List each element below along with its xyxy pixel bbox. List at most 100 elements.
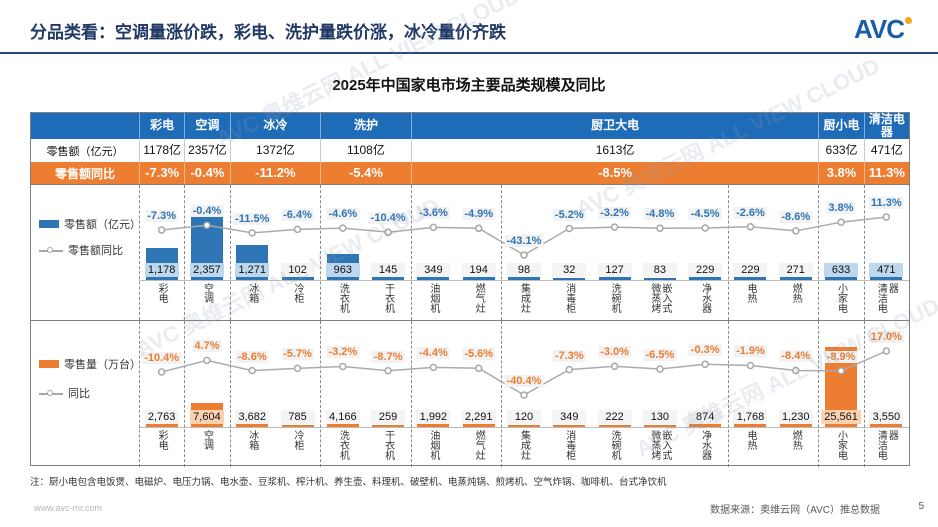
group-separator bbox=[139, 185, 140, 320]
table-cell-label: 冰冷 bbox=[229, 113, 321, 139]
pct-label: -8.4% bbox=[779, 350, 813, 362]
value-label: 32 bbox=[552, 263, 587, 277]
page-title: 分品类看：空调量涨价跌，彩电、洗护量跌价涨，冰冷量价齐跌 bbox=[30, 23, 506, 42]
group-separator bbox=[320, 321, 321, 467]
value-label: 102 bbox=[280, 263, 315, 277]
value-label: 349 bbox=[552, 410, 587, 424]
bar bbox=[508, 425, 540, 427]
pct-label: -4.4% bbox=[417, 347, 450, 359]
value-label: 259 bbox=[371, 410, 406, 424]
line-marker-icon bbox=[520, 251, 528, 259]
category-label: 彩电 bbox=[156, 283, 168, 303]
value-label: 874 bbox=[688, 410, 723, 424]
legend-line-label: 零售额同比 bbox=[68, 245, 123, 257]
pct-label: -3.6% bbox=[417, 207, 450, 219]
table-cell-yoy: -5.4% bbox=[320, 162, 411, 184]
category-label: 集成灶 bbox=[518, 430, 530, 460]
value-label: 2,763 bbox=[144, 410, 179, 424]
value-label: 83 bbox=[642, 263, 677, 277]
category-label: 冷柜 bbox=[292, 283, 304, 303]
pct-label: -4.8% bbox=[643, 208, 677, 220]
group-separator bbox=[864, 321, 865, 467]
value-label: 3,550 bbox=[869, 410, 904, 424]
category-label: 微蒸烤嵌入式 bbox=[648, 430, 671, 460]
category-label: 消毒柜 bbox=[563, 283, 575, 313]
category-label: 电热 bbox=[744, 430, 756, 450]
category-label: 清洁电器 bbox=[875, 430, 898, 460]
line-marker-icon bbox=[792, 366, 800, 375]
category-label: 干衣机 bbox=[382, 283, 394, 313]
category-label: 洗衣机 bbox=[337, 283, 349, 313]
table-header-row: 彩电 空调 冰冷 洗护 厨卫大电 厨小电 清洁电器 bbox=[31, 112, 909, 139]
header-divider bbox=[0, 52, 938, 54]
category-label: 消毒柜 bbox=[563, 430, 575, 460]
data-source: 数据来源：奥维云网（AVC）推总数据 bbox=[710, 505, 880, 516]
bar bbox=[734, 421, 767, 427]
line-marker-icon bbox=[882, 213, 891, 221]
value-label: 1,992 bbox=[416, 410, 451, 424]
line-marker-icon bbox=[520, 391, 528, 399]
pct-label: -8.6% bbox=[779, 211, 813, 223]
pct-label: -11.5% bbox=[233, 213, 272, 225]
bar bbox=[462, 275, 495, 280]
table-cell-yoy: -8.5% bbox=[410, 162, 819, 184]
line-marker-icon bbox=[701, 224, 709, 232]
group-separator bbox=[728, 185, 729, 320]
pct-label: -8.6% bbox=[235, 351, 269, 363]
category-label: 油烟机 bbox=[427, 283, 439, 313]
category-label: 集成灶 bbox=[518, 283, 530, 313]
pct-label: -6.5% bbox=[643, 349, 677, 361]
category-label: 小家电 bbox=[835, 283, 847, 313]
group-separator bbox=[864, 185, 865, 320]
table-cell-label: 厨小电 bbox=[818, 113, 863, 139]
line-marker-icon bbox=[339, 224, 347, 232]
value-label: 222 bbox=[597, 410, 632, 424]
bar bbox=[689, 274, 722, 280]
table-header-corner bbox=[31, 113, 139, 139]
category-label: 洗碗机 bbox=[609, 283, 621, 313]
group-separator bbox=[818, 185, 819, 320]
page-number: 5 bbox=[918, 501, 924, 512]
chart-title: 2025年中国家电市场主要品类规模及同比 bbox=[332, 77, 606, 94]
table-cell-amount: 1613亿 bbox=[410, 139, 819, 162]
line-marker-icon bbox=[248, 366, 256, 375]
pct-label: -7.3% bbox=[552, 350, 586, 362]
pct-label: -4.6% bbox=[326, 208, 360, 220]
line-marker-icon bbox=[565, 365, 574, 374]
legend-bar-item: 零售额（亿元） bbox=[39, 216, 141, 232]
line-marker-icon bbox=[474, 224, 483, 233]
pct-label: -8.9% bbox=[824, 351, 858, 363]
value-label: 3,682 bbox=[235, 410, 270, 424]
amount-row-label: 零售额（亿元） bbox=[46, 145, 124, 158]
category-label: 燃气灶 bbox=[473, 283, 485, 313]
legend-bar-label: 零售量（万台） bbox=[64, 359, 141, 371]
category-label: 冷柜 bbox=[292, 430, 304, 450]
value-label: 145 bbox=[371, 263, 406, 277]
value-label: 1,178 bbox=[144, 263, 179, 277]
bar bbox=[372, 276, 405, 280]
category-label: 冰箱 bbox=[246, 430, 258, 450]
value-label: 349 bbox=[416, 263, 451, 277]
group-separator bbox=[411, 185, 412, 320]
category-label: 洗衣机 bbox=[337, 430, 349, 460]
pct-label: -2.6% bbox=[734, 207, 767, 219]
trend-line bbox=[157, 347, 891, 399]
legend-line-item: 同比 bbox=[39, 385, 90, 401]
category-label: 燃气灶 bbox=[473, 430, 485, 460]
pct-label: -3.2% bbox=[598, 207, 631, 219]
pct-label: -0.3% bbox=[688, 344, 722, 356]
value-label: 25,561 bbox=[821, 410, 861, 424]
line-marker-icon bbox=[746, 361, 755, 370]
legend-bar-swatch-icon bbox=[39, 360, 59, 368]
group-separator bbox=[501, 185, 502, 320]
pct-label: -10.4% bbox=[142, 352, 182, 364]
group-separator bbox=[728, 321, 729, 467]
category-label: 油烟机 bbox=[427, 430, 439, 460]
bar bbox=[643, 278, 676, 280]
value-label: 2,291 bbox=[461, 410, 496, 424]
table-cell-amount: 2357亿 bbox=[184, 139, 229, 162]
bar bbox=[553, 425, 586, 427]
retail-value-chart: 零售额（亿元） 零售额同比 1,178 -7.3% 彩电 2,357 -0.4% 空调 1,27… bbox=[31, 184, 909, 320]
footnote: 注：厨小电包含电饭煲、电磁炉、电压力锅、电水壶、豆浆机、榨汁机、养生壶、料理机、… bbox=[30, 477, 667, 488]
category-label: 清洁电器 bbox=[875, 283, 898, 313]
